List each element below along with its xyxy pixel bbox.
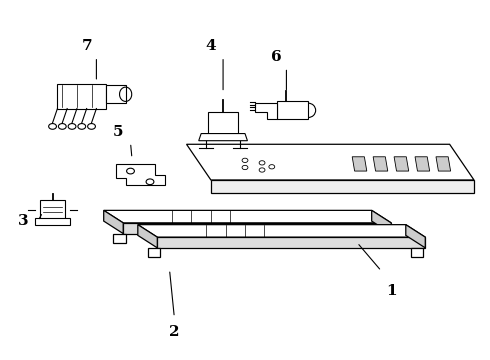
Polygon shape [394, 157, 409, 171]
Polygon shape [352, 157, 367, 171]
Text: 5: 5 [113, 125, 123, 139]
Polygon shape [104, 210, 123, 234]
Polygon shape [187, 144, 474, 180]
Polygon shape [138, 225, 157, 248]
Polygon shape [415, 157, 430, 171]
Polygon shape [199, 134, 247, 141]
Circle shape [259, 161, 265, 165]
Text: 1: 1 [386, 284, 396, 298]
Text: 3: 3 [18, 214, 28, 228]
Bar [35, 218, 70, 225]
Text: 4: 4 [206, 39, 216, 53]
Polygon shape [255, 103, 277, 119]
Circle shape [259, 168, 265, 172]
Polygon shape [157, 237, 425, 248]
Polygon shape [123, 223, 391, 234]
Bar [57, 84, 106, 109]
Polygon shape [411, 248, 423, 257]
Bar [40, 200, 65, 219]
Polygon shape [376, 234, 389, 243]
Polygon shape [211, 180, 474, 193]
Text: 2: 2 [169, 325, 180, 339]
Polygon shape [147, 248, 160, 257]
Bar [208, 112, 238, 134]
Text: 6: 6 [271, 50, 282, 64]
Polygon shape [372, 210, 391, 234]
Circle shape [78, 123, 86, 129]
Bar [277, 102, 308, 119]
Polygon shape [116, 164, 165, 185]
Circle shape [126, 168, 134, 174]
Circle shape [242, 158, 248, 162]
Bar [106, 85, 125, 103]
Polygon shape [114, 234, 125, 243]
Circle shape [242, 165, 248, 170]
Text: 7: 7 [81, 39, 92, 53]
Circle shape [269, 165, 275, 169]
Polygon shape [406, 225, 425, 248]
Polygon shape [373, 157, 388, 171]
Circle shape [58, 123, 66, 129]
Polygon shape [104, 210, 391, 223]
Circle shape [88, 123, 96, 129]
Polygon shape [138, 225, 425, 237]
Polygon shape [436, 157, 451, 171]
Circle shape [49, 123, 56, 129]
Circle shape [146, 179, 154, 185]
Circle shape [68, 123, 76, 129]
